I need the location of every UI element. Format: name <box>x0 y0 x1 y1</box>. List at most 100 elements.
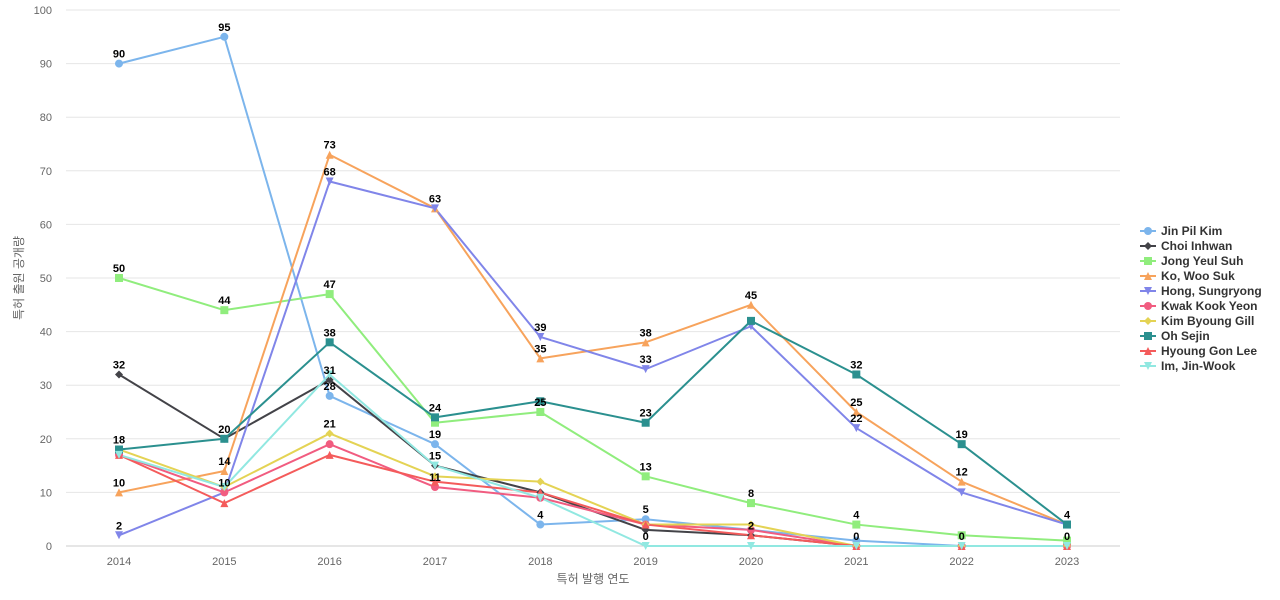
data-label-hong-sungryong: 2 <box>116 520 122 532</box>
series-line-jong-yeul-suh[interactable] <box>118 277 1068 542</box>
legend-marker <box>1144 242 1152 250</box>
legend-item-ko-woo-suk[interactable]: Ko, Woo Suk <box>1140 269 1235 283</box>
data-label-im-jin-wook: 0 <box>959 531 965 543</box>
legend-label: Oh Sejin <box>1161 329 1210 343</box>
data-label-kwak-kook-yeon: 10 <box>218 477 230 489</box>
data-label-oh-sejin: 18 <box>113 435 125 447</box>
y-tick-label: 80 <box>40 112 52 124</box>
data-point-kim-byoung-gill <box>431 472 439 481</box>
data-point-oh-sejin <box>957 440 966 449</box>
data-point-im-jin-wook <box>641 542 650 550</box>
data-label-hong-sungryong: 33 <box>640 354 652 366</box>
data-label-jin-pil-kim: 5 <box>643 504 649 516</box>
legend-item-jong-yeul-suh[interactable]: Jong Yeul Suh <box>1140 254 1243 268</box>
data-point-kim-byoung-gill <box>747 520 755 529</box>
x-tick-label: 2014 <box>107 556 131 568</box>
legend-label: Ko, Woo Suk <box>1161 269 1235 283</box>
x-tick-label: 2021 <box>844 556 868 568</box>
data-point-kim-byoung-gill <box>536 477 545 486</box>
data-label-oh-sejin: 19 <box>956 429 968 441</box>
y-tick-label: 50 <box>40 273 52 285</box>
data-label-jin-pil-kim: 4 <box>537 510 544 522</box>
legend-marker <box>1144 332 1152 340</box>
data-point-ko-woo-suk <box>957 477 966 486</box>
legend-item-im-jin-wook[interactable]: Im, Jin-Wook <box>1140 359 1236 373</box>
data-point-hyoung-gon-lee <box>641 520 650 529</box>
data-point-im-jin-wook <box>325 370 334 379</box>
legend-label: Hyoung Gon Lee <box>1161 344 1257 358</box>
data-point-jong-yeul-suh <box>852 520 861 529</box>
data-label-kwak-kook-yeon: 11 <box>429 472 441 484</box>
data-point-jong-yeul-suh <box>325 290 334 299</box>
data-label-im-jin-wook: 0 <box>643 531 649 543</box>
data-point-jin-pil-kim <box>431 440 439 449</box>
data-point-oh-sejin <box>220 434 229 443</box>
data-label-oh-sejin: 20 <box>218 424 230 436</box>
legend-marker <box>1144 317 1152 325</box>
series-line-oh-sejin[interactable] <box>118 319 1068 526</box>
legend-marker <box>1144 347 1152 355</box>
series-line-hong-sungryong[interactable] <box>118 180 1068 537</box>
data-point-oh-sejin <box>431 413 439 422</box>
y-tick-label: 20 <box>40 434 52 446</box>
data-point-ko-woo-suk <box>115 488 123 497</box>
data-label-ko-woo-suk: 38 <box>640 327 652 339</box>
data-label-im-jin-wook: 15 <box>429 451 441 463</box>
data-point-im-jin-wook <box>852 542 861 550</box>
y-axis-title: 특허 출원 공개량 <box>12 236 26 320</box>
legend-item-hong-sungryong[interactable]: Hong, Sungryong <box>1140 284 1262 298</box>
data-label-hong-sungryong: 39 <box>534 322 546 334</box>
data-point-im-jin-wook <box>536 493 545 502</box>
data-label-choi-inhwan: 32 <box>113 359 125 371</box>
series-line-im-jin-wook[interactable] <box>118 373 1068 547</box>
legend-marker <box>1144 362 1152 370</box>
x-tick-label: 2023 <box>1055 556 1079 568</box>
series-line-ko-woo-suk[interactable] <box>118 153 1068 526</box>
y-tick-label: 0 <box>46 541 52 553</box>
series-line-kim-byoung-gill[interactable] <box>118 432 1068 547</box>
data-label-oh-sejin: 4 <box>1064 510 1071 522</box>
legend-label: Im, Jin-Wook <box>1161 359 1236 373</box>
data-label-hong-sungryong: 68 <box>324 167 336 179</box>
series-line-choi-inhwan[interactable] <box>118 373 1068 547</box>
data-label-jong-yeul-suh: 25 <box>534 397 546 409</box>
data-point-hyoung-gon-lee <box>325 450 334 459</box>
legend-marker <box>1144 227 1152 235</box>
data-point-jin-pil-kim <box>220 32 229 41</box>
legend-label: Jin Pil Kim <box>1161 224 1222 238</box>
data-point-hyoung-gon-lee <box>431 477 439 486</box>
x-tick-label: 2015 <box>212 556 236 568</box>
data-label-hong-sungryong: 22 <box>850 413 862 425</box>
x-axis-title: 특허 발행 연도 <box>557 571 630 586</box>
legend-item-choi-inhwan[interactable]: Choi Inhwan <box>1140 239 1232 253</box>
y-tick-label: 90 <box>40 59 52 71</box>
legend-item-oh-sejin[interactable]: Oh Sejin <box>1140 329 1210 343</box>
legend-item-kwak-kook-yeon[interactable]: Kwak Kook Yeon <box>1140 299 1257 313</box>
data-label-choi-inhwan: 31 <box>324 365 336 377</box>
data-point-ko-woo-suk <box>747 300 755 309</box>
legend-item-hyoung-gon-lee[interactable]: Hyoung Gon Lee <box>1140 344 1257 358</box>
legend-label: Kim Byoung Gill <box>1161 314 1254 328</box>
y-tick-label: 10 <box>40 487 52 499</box>
data-label-jong-yeul-suh: 44 <box>218 295 231 307</box>
data-label-jong-yeul-suh: 50 <box>113 263 125 275</box>
data-label-ko-woo-suk: 10 <box>113 477 125 489</box>
legend-item-kim-byoung-gill[interactable]: Kim Byoung Gill <box>1140 314 1254 328</box>
legend-item-jin-pil-kim[interactable]: Jin Pil Kim <box>1140 224 1222 238</box>
legend-marker <box>1144 287 1152 295</box>
data-point-kwak-kook-yeon <box>220 488 229 497</box>
data-label-jong-yeul-suh: 4 <box>853 510 860 522</box>
data-label-oh-sejin: 23 <box>640 408 652 420</box>
data-point-jin-pil-kim <box>536 520 545 529</box>
x-tick-label: 2020 <box>739 556 763 568</box>
data-point-hong-sungryong <box>852 424 861 433</box>
data-point-ko-woo-suk <box>325 150 334 159</box>
data-point-ko-woo-suk <box>641 338 650 347</box>
legend-label: Kwak Kook Yeon <box>1161 299 1257 313</box>
x-tick-label: 2019 <box>633 556 657 568</box>
legend-marker <box>1144 302 1152 310</box>
data-label-jin-pil-kim: 90 <box>113 49 125 61</box>
